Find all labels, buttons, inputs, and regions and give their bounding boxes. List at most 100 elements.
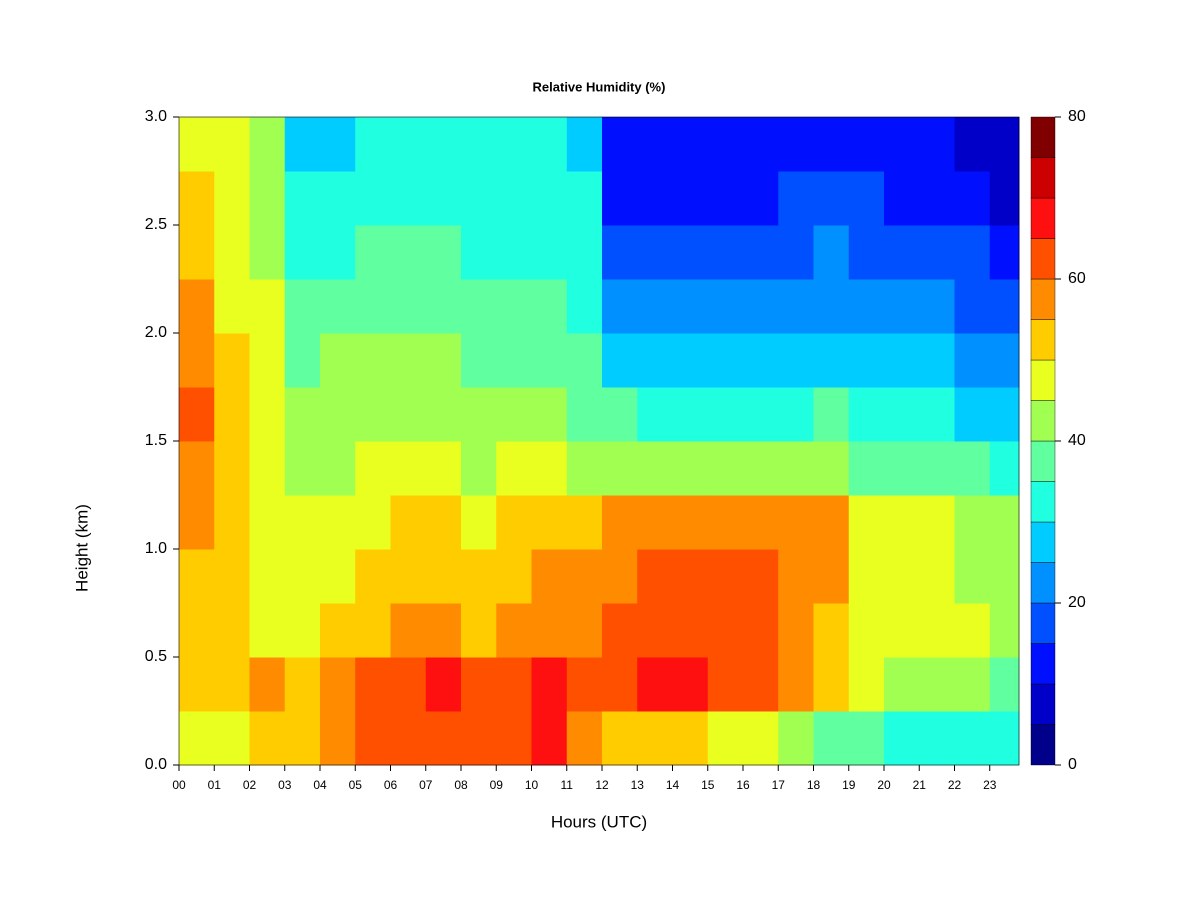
heatmap-cell bbox=[319, 657, 356, 712]
heatmap-cell bbox=[883, 711, 920, 766]
heatmap-cell bbox=[284, 549, 321, 604]
heatmap-cell bbox=[989, 225, 1020, 280]
heatmap-cell bbox=[778, 549, 814, 604]
heatmap-cell bbox=[813, 117, 850, 172]
heatmap-cell bbox=[355, 333, 391, 388]
colorbar-swatch bbox=[1030, 238, 1056, 280]
heatmap-cell bbox=[954, 495, 991, 550]
colorbar-swatch bbox=[1030, 157, 1056, 199]
heatmap-cell bbox=[742, 279, 779, 334]
heatmap-cell bbox=[214, 333, 250, 388]
colorbar-tick-label: 40 bbox=[1068, 432, 1086, 449]
heatmap-cell bbox=[989, 279, 1020, 334]
heatmap-cell bbox=[989, 387, 1020, 442]
heatmap-cell bbox=[566, 549, 603, 604]
x-tick-label: 03 bbox=[278, 778, 292, 792]
heatmap-cell bbox=[919, 333, 955, 388]
heatmap-cell bbox=[496, 117, 532, 172]
colorbar-tick-label: 20 bbox=[1068, 594, 1086, 611]
heatmap-cell bbox=[249, 333, 286, 388]
heatmap-cell bbox=[284, 711, 321, 766]
heatmap-cell bbox=[249, 603, 286, 658]
heatmap-cell bbox=[778, 333, 814, 388]
heatmap-cell bbox=[319, 603, 356, 658]
heatmap-cell bbox=[883, 657, 920, 712]
heatmap-cell bbox=[742, 657, 779, 712]
heatmap-cell bbox=[637, 171, 673, 226]
x-tick-label: 12 bbox=[595, 778, 609, 792]
heatmap-cell bbox=[672, 711, 709, 766]
heatmap-cell bbox=[954, 333, 991, 388]
heatmap-cell bbox=[672, 117, 709, 172]
heatmap-cell bbox=[249, 279, 286, 334]
heatmap-cell bbox=[954, 171, 991, 226]
heatmap-cell bbox=[637, 225, 673, 280]
heatmap-cell bbox=[355, 711, 391, 766]
heatmap-cell bbox=[390, 549, 427, 604]
heatmap-cell bbox=[883, 603, 920, 658]
heatmap-cell bbox=[566, 603, 603, 658]
heatmap-cell bbox=[742, 495, 779, 550]
heatmap-cell bbox=[707, 657, 744, 712]
heatmap-cell bbox=[742, 711, 779, 766]
heatmap-cell bbox=[813, 657, 850, 712]
colorbar-swatch bbox=[1030, 278, 1056, 320]
heatmap-cell bbox=[954, 117, 991, 172]
heatmap-cell bbox=[425, 333, 462, 388]
heatmap-cell bbox=[672, 495, 709, 550]
heatmap-cell bbox=[707, 495, 744, 550]
heatmap-cell bbox=[813, 279, 850, 334]
heatmap-cell bbox=[531, 333, 568, 388]
heatmap-cell bbox=[390, 171, 427, 226]
heatmap-cell bbox=[566, 441, 603, 496]
heatmap-cell bbox=[425, 441, 462, 496]
heatmap-cell bbox=[460, 603, 497, 658]
y-tick-label: 2.0 bbox=[145, 324, 167, 341]
heatmap-cell bbox=[919, 171, 955, 226]
chart-title: Relative Humidity (%) bbox=[533, 79, 666, 94]
heatmap-cell bbox=[989, 549, 1020, 604]
y-tick-label: 0.5 bbox=[145, 648, 167, 665]
heatmap-cell bbox=[496, 603, 532, 658]
heatmap-cell bbox=[637, 387, 673, 442]
heatmap-cell bbox=[390, 657, 427, 712]
heatmap-cells bbox=[179, 117, 1020, 766]
heatmap-cell bbox=[425, 603, 462, 658]
heatmap-cell bbox=[742, 603, 779, 658]
heatmap-cell bbox=[425, 549, 462, 604]
heatmap-cell bbox=[637, 657, 673, 712]
y-tick-label: 0.0 bbox=[145, 756, 167, 773]
x-tick-label: 13 bbox=[631, 778, 645, 792]
heatmap-cell bbox=[531, 387, 568, 442]
heatmap-cell bbox=[390, 603, 427, 658]
heatmap-cell bbox=[601, 657, 638, 712]
heatmap-cell bbox=[672, 549, 709, 604]
heatmap-cell bbox=[883, 387, 920, 442]
heatmap-cell bbox=[883, 441, 920, 496]
heatmap-cell bbox=[496, 387, 532, 442]
heatmap-cell bbox=[249, 387, 286, 442]
heatmap-cell bbox=[179, 387, 215, 442]
colorbar-tick-label: 60 bbox=[1068, 270, 1086, 287]
heatmap-cell bbox=[531, 657, 568, 712]
heatmap-cell bbox=[989, 603, 1020, 658]
heatmap-cell bbox=[672, 657, 709, 712]
heatmap-cell bbox=[848, 279, 885, 334]
heatmap-cell bbox=[813, 225, 850, 280]
heatmap-cell bbox=[989, 117, 1020, 172]
heatmap-cell bbox=[425, 117, 462, 172]
heatmap-cell bbox=[989, 171, 1020, 226]
x-tick-label: 09 bbox=[490, 778, 504, 792]
heatmap-cell bbox=[601, 711, 638, 766]
heatmap-cell bbox=[742, 225, 779, 280]
y-tick-label: 1.5 bbox=[145, 432, 167, 449]
heatmap-cell bbox=[214, 603, 250, 658]
heatmap-cell bbox=[601, 387, 638, 442]
heatmap-cell bbox=[672, 603, 709, 658]
x-tick-label: 21 bbox=[913, 778, 927, 792]
heatmap-cell bbox=[531, 225, 568, 280]
heatmap-cell bbox=[848, 603, 885, 658]
heatmap-cell bbox=[672, 333, 709, 388]
heatmap-cell bbox=[883, 495, 920, 550]
heatmap-cell bbox=[778, 441, 814, 496]
